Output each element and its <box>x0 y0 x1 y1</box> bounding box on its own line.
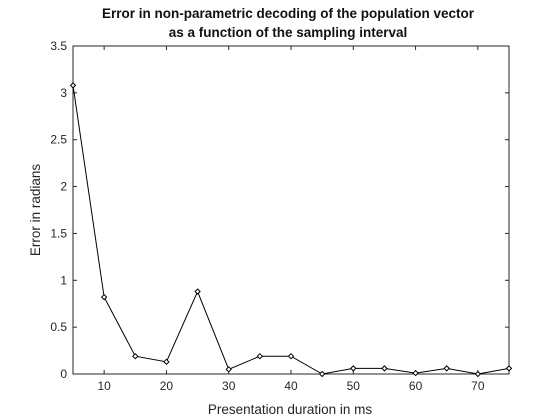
y-tick-label: 0.5 <box>50 320 67 334</box>
data-point-marker <box>163 358 170 366</box>
data-point-marker <box>287 352 295 360</box>
data-point-marker <box>100 293 108 301</box>
x-axis-label: Presentation duration in ms <box>208 402 373 417</box>
x-tick-label: 70 <box>471 379 485 393</box>
y-tick-label: 3 <box>60 86 67 100</box>
y-tick-label: 2 <box>60 180 67 194</box>
x-tick-label: 30 <box>222 379 236 393</box>
y-tick-label: 3.5 <box>50 39 67 53</box>
chart-title-line-1: Error in non-parametric decoding of the … <box>102 6 475 21</box>
data-point-marker <box>225 366 232 373</box>
data-point-marker <box>412 369 419 377</box>
y-axis-label: Error in radians <box>28 164 43 257</box>
data-point-marker <box>505 365 513 372</box>
chart-title-line-2: as a function of the sampling interval <box>169 25 408 40</box>
data-point-marker <box>194 288 201 295</box>
x-tick-label: 50 <box>347 379 361 393</box>
x-tick-label: 10 <box>97 379 111 393</box>
y-axis: 0 0.5 1 1.5 2 2.5 3 3.5 <box>50 39 509 381</box>
plot-area <box>72 45 510 375</box>
data-series <box>69 82 513 378</box>
y-tick-label: 0 <box>60 367 67 381</box>
data-point-marker <box>318 370 326 378</box>
x-tick-label: 60 <box>409 379 423 393</box>
y-tick-label: 1 <box>60 273 67 287</box>
data-point-marker <box>381 365 388 372</box>
x-axis: 10 20 30 40 50 60 70 <box>97 46 485 393</box>
data-point-marker <box>443 365 450 372</box>
y-tick-label: 2.5 <box>50 133 67 147</box>
data-point-marker <box>350 365 357 372</box>
x-tick-label: 40 <box>284 379 298 393</box>
x-tick-label: 20 <box>160 379 174 393</box>
data-point-marker <box>256 352 264 360</box>
data-point-marker <box>474 370 482 378</box>
data-point-marker <box>69 82 77 89</box>
data-point-marker <box>132 352 139 360</box>
y-tick-label: 1.5 <box>50 226 67 240</box>
